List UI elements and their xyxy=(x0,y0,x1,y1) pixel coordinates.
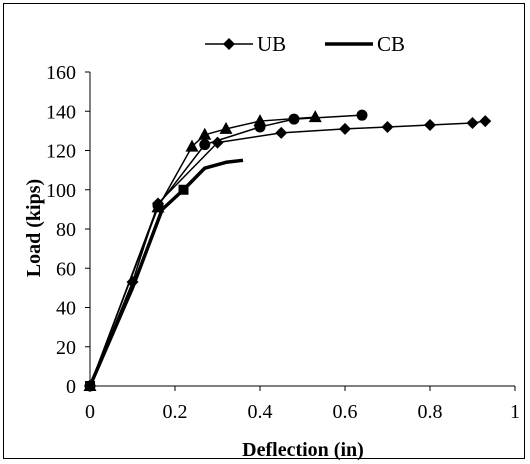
x-tick-label: 0 xyxy=(85,401,95,423)
y-tick-label: 100 xyxy=(46,180,76,202)
x-axis-title: Deflection (in) xyxy=(242,439,364,461)
legend-item-ub: UB xyxy=(205,32,286,56)
y-tick-label: 20 xyxy=(56,337,76,359)
series-layer xyxy=(83,109,492,392)
series-cb xyxy=(85,158,244,391)
data-point-triangle xyxy=(219,121,233,134)
series-line xyxy=(89,114,363,387)
data-point-triangle xyxy=(185,139,199,152)
legend-label: CB xyxy=(377,32,405,56)
data-point-diamond xyxy=(381,120,394,133)
data-point-diamond xyxy=(466,117,479,130)
series-series-4 xyxy=(84,109,368,392)
x-tick-label: 0.6 xyxy=(333,401,358,423)
y-tick-label: 160 xyxy=(46,62,76,84)
data-point-triangle xyxy=(308,110,322,123)
data-point-circle xyxy=(356,109,368,121)
data-point-circle xyxy=(84,380,96,392)
data-point-diamond xyxy=(223,38,235,50)
x-tick-label: 0.8 xyxy=(418,401,443,423)
legend: UB CB xyxy=(205,32,405,56)
data-point-circle xyxy=(288,113,300,125)
y-tick-label: 120 xyxy=(46,141,76,163)
data-point-circle xyxy=(199,139,211,151)
y-tick-label: 40 xyxy=(56,298,76,320)
series-line xyxy=(89,120,486,387)
y-axis-title: Load (kips) xyxy=(23,179,45,277)
data-point-circle xyxy=(254,121,266,133)
data-point-diamond xyxy=(339,122,351,135)
data-point-diamond xyxy=(424,118,436,131)
y-tick-label: 80 xyxy=(56,219,76,241)
x-tick-label: 0.2 xyxy=(163,401,188,423)
data-point-circle xyxy=(152,199,164,211)
data-point-square xyxy=(178,184,189,195)
data-point-diamond xyxy=(479,115,492,128)
x-tick-label: 1 xyxy=(510,401,520,423)
legend-label: UB xyxy=(257,32,286,56)
x-tick-label: 0.4 xyxy=(248,401,273,423)
data-point-triangle xyxy=(198,127,212,140)
y-tick-label: 140 xyxy=(46,101,76,123)
y-tick-label: 0 xyxy=(66,376,76,398)
legend-item-cb: CB xyxy=(325,32,405,56)
y-tick-label: 60 xyxy=(56,258,76,280)
data-point-diamond xyxy=(275,126,288,139)
series-series-3 xyxy=(83,110,322,391)
axes: 0 20 40 60 80 100 120 140 160 0 0.2 0.4 0.6 0.8 1 xyxy=(46,62,520,423)
